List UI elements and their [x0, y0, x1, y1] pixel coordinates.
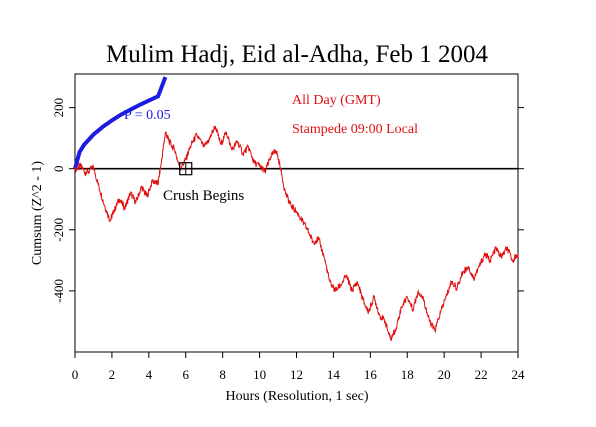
x-tick-label: 20: [438, 367, 451, 382]
y-tick-label: -200: [51, 218, 66, 242]
y-axis: 200 0 -200 -400: [51, 98, 524, 303]
annotation-crush-begins: Crush Begins: [163, 188, 244, 204]
significance-curve: [73, 76, 168, 170]
x-tick-label: 18: [401, 367, 414, 382]
x-tick-label: 12: [290, 367, 303, 382]
annotation-all-day: All Day (GMT): [292, 93, 381, 108]
annotation-stampede: Stampede 09:00 Local: [292, 122, 418, 137]
y-tick-label: 200: [51, 98, 66, 118]
y-tick-label: -400: [51, 279, 66, 303]
chart-title: Mulim Hadj, Eid al-Adha, Feb 1 2004: [106, 41, 488, 68]
x-tick-label: 22: [475, 367, 488, 382]
x-tick-label: 0: [72, 367, 79, 382]
x-tick-label: 10: [253, 367, 266, 382]
series-line-cumsum: [74, 125, 519, 341]
x-tick-label: 14: [327, 367, 341, 382]
significance-label: P = 0.05: [124, 108, 171, 123]
x-axis-label: Hours (Resolution, 1 sec): [225, 389, 368, 404]
x-tick-label: 4: [146, 367, 153, 382]
x-tick-label: 8: [219, 367, 226, 382]
y-tick-label: 0: [51, 165, 66, 172]
series-group: [74, 125, 519, 341]
x-tick-label: 16: [364, 367, 378, 382]
x-axis: 0 2 4 6 8 10 12 14 16 18 20 22 24: [72, 352, 525, 382]
y-axis-label: Cumsum (Z^2 - 1): [30, 161, 45, 266]
x-tick-label: 6: [183, 367, 190, 382]
crush-marker: [179, 162, 193, 176]
x-tick-label: 2: [109, 367, 116, 382]
significance-curve-group: [73, 76, 168, 170]
x-tick-label: 24: [512, 367, 526, 382]
